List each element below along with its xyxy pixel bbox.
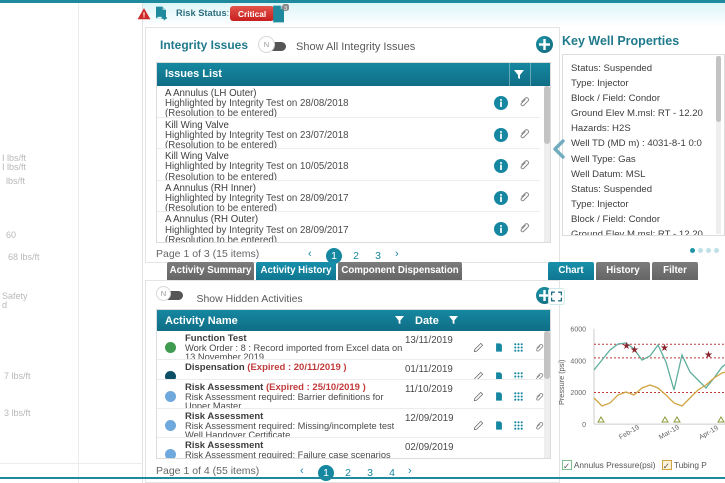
svg-text:Feb-19: Feb-19	[618, 424, 641, 441]
svg-text:★: ★	[704, 350, 713, 361]
svg-text:6000: 6000	[570, 327, 586, 334]
svg-text:★: ★	[630, 345, 639, 356]
svg-text:Mar-19: Mar-19	[658, 424, 681, 441]
svg-text:4000: 4000	[570, 358, 586, 365]
svg-text:3: 3	[284, 6, 287, 12]
svg-text:Apr-19: Apr-19	[698, 425, 720, 442]
svg-text:2000: 2000	[570, 390, 586, 397]
svg-text:★: ★	[660, 343, 669, 354]
svg-text:0: 0	[582, 422, 586, 429]
